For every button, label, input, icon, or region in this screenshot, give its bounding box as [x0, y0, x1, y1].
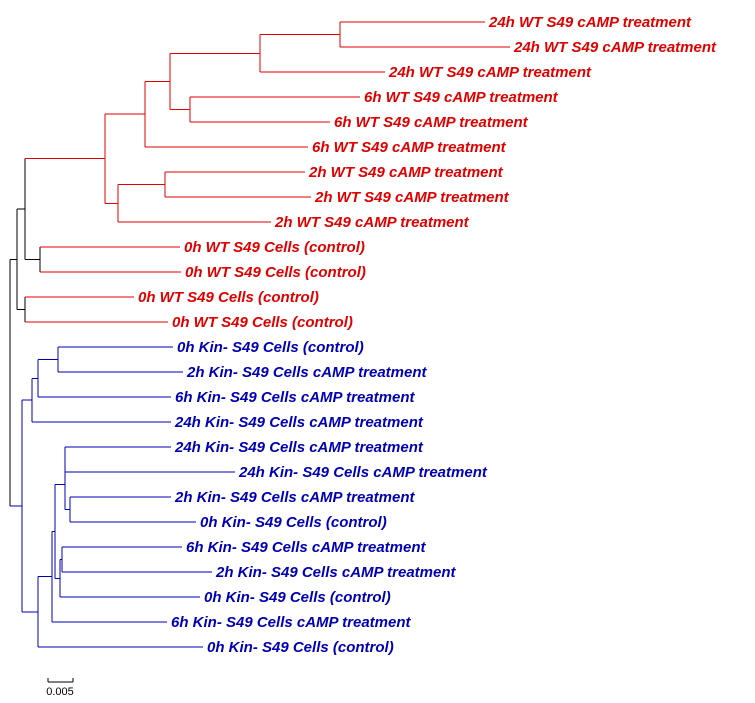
leaf-label: 6h WT S49 cAMP treatment	[334, 114, 529, 131]
scale-bar-label: 0.005	[46, 686, 74, 698]
leaf-label: 24h WT S49 cAMP treatment	[513, 39, 717, 56]
leaf-label: 2h Kin- S49 Cells cAMP treatment	[215, 564, 457, 581]
leaf-label: 0h Kin- S49 Cells (control)	[177, 339, 364, 356]
leaf-label: 6h Kin- S49 Cells cAMP treatment	[171, 614, 412, 631]
leaf-label: 0h Kin- S49 Cells (control)	[204, 589, 391, 606]
leaf-label: 0h Kin- S49 Cells (control)	[207, 639, 394, 656]
leaf-label: 6h Kin- S49 Cells cAMP treatment	[175, 389, 416, 406]
scale-bar: 0.005	[46, 678, 74, 698]
tree-branches	[9, 21, 510, 648]
leaf-label: 24h WT S49 cAMP treatment	[488, 14, 692, 31]
leaf-label: 0h WT S49 Cells (control)	[138, 289, 319, 306]
leaf-label: 0h WT S49 Cells (control)	[185, 264, 366, 281]
leaf-label: 0h Kin- S49 Cells (control)	[200, 514, 387, 531]
leaf-label: 0h WT S49 Cells (control)	[172, 314, 353, 331]
leaf-label: 2h WT S49 cAMP treatment	[308, 164, 504, 181]
leaf-label: 6h Kin- S49 Cells cAMP treatment	[186, 539, 427, 556]
leaf-label: 6h WT S49 cAMP treatment	[364, 89, 559, 106]
leaf-label: 0h WT S49 Cells (control)	[184, 239, 365, 256]
leaf-label: 24h Kin- S49 Cells cAMP treatment	[238, 464, 488, 481]
leaf-label: 24h WT S49 cAMP treatment	[388, 64, 592, 81]
leaf-label: 2h Kin- S49 Cells cAMP treatment	[186, 364, 428, 381]
leaf-label: 2h Kin- S49 Cells cAMP treatment	[174, 489, 416, 506]
leaf-label: 6h WT S49 cAMP treatment	[312, 139, 507, 156]
leaf-label: 2h WT S49 cAMP treatment	[274, 214, 470, 231]
leaf-labels: 24h WT S49 cAMP treatment 24h WT S49 cAMP…	[138, 14, 717, 656]
leaf-label: 24h Kin- S49 Cells cAMP treatment	[174, 439, 424, 456]
leaf-label: 24h Kin- S49 Cells cAMP treatment	[174, 414, 424, 431]
leaf-label: 2h WT S49 cAMP treatment	[314, 189, 510, 206]
